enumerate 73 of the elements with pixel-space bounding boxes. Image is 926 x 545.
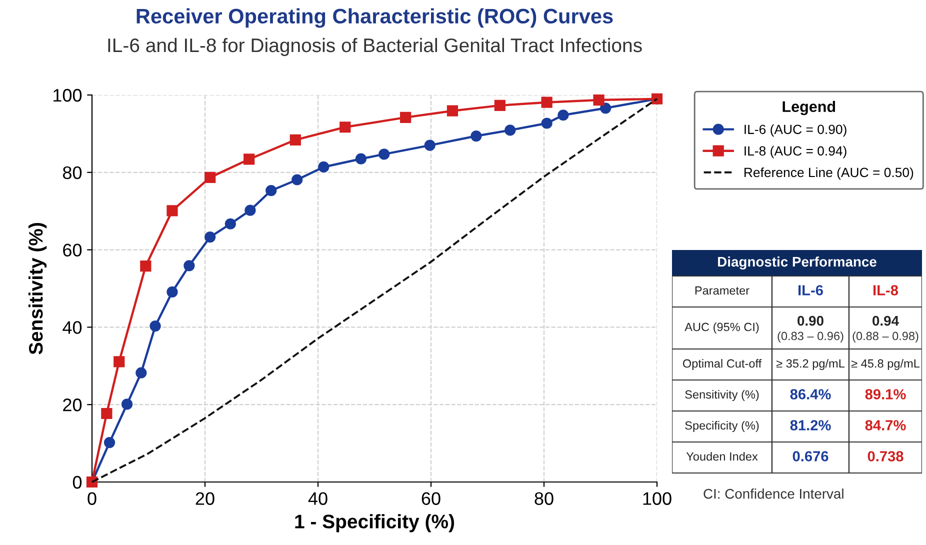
text: 81.2% (790, 420, 831, 430)
point (140, 260, 152, 272)
legend-label: IL-6 (AUC = 0.90) (744, 124, 846, 137)
y-tick-label: 60 (63, 244, 82, 257)
point (600, 102, 612, 114)
text: ≥ 35.2 pg/mL (776, 359, 845, 370)
legend-label: Reference Line (AUC = 0.50) (744, 167, 914, 180)
x-tick-label: 0 (88, 492, 96, 505)
legend-label: IL-8 (AUC = 0.94) (744, 146, 846, 158)
point (150, 320, 161, 332)
point (355, 153, 366, 164)
x-tick-label: 80 (534, 492, 554, 505)
point (244, 154, 255, 165)
y-tick-label: 20 (63, 398, 82, 412)
point (266, 185, 277, 196)
text: 0.676 (792, 451, 828, 462)
text: AUC (95% CI) (684, 322, 759, 334)
text: 0.94 (0.88 – 0.98) (852, 316, 918, 342)
x-tick-label: 40 (308, 492, 328, 505)
point (494, 100, 506, 112)
point (558, 110, 569, 121)
y-tick-label: 0 (72, 476, 82, 489)
point (470, 130, 482, 142)
point (318, 161, 330, 173)
chart-subtitle: IL-6 and IL-8 for Diagnosis of Bacterial Genital Tract Infections (108, 38, 642, 56)
text: CI: Confidence Interval (704, 488, 844, 499)
y-tick-label: 100 (54, 88, 82, 102)
y-tick-label: 40 (62, 321, 82, 334)
point (121, 398, 133, 410)
x-axis-title: 1 - Specificity (%) (295, 514, 454, 532)
point (204, 172, 216, 183)
point (204, 231, 216, 243)
point (593, 94, 604, 106)
point (244, 204, 256, 216)
text: IL-6 (798, 285, 823, 296)
point (114, 356, 125, 368)
point (166, 286, 178, 298)
y-tick-label: 80 (62, 166, 82, 180)
x-tick-label: 100 (643, 492, 672, 505)
point (290, 134, 301, 146)
point (224, 218, 236, 230)
point (136, 367, 147, 378)
y-axis-title: Sensitivity (%) (28, 223, 47, 354)
text: 89.1% (865, 389, 906, 400)
text: ≥ 45.8 pg/mL (851, 359, 920, 370)
legend-title: Legend (782, 100, 836, 116)
point (104, 436, 116, 448)
point (400, 112, 412, 123)
text: 84.7% (865, 420, 906, 430)
text: 0.90 (0.83 – 0.96) (778, 316, 844, 342)
text: Parameter (695, 286, 750, 295)
point (184, 260, 195, 272)
text: Optimal Cut-off (682, 359, 762, 370)
x-tick-label: 60 (422, 492, 440, 505)
text: Diagnostic Performance (718, 256, 876, 270)
point (541, 118, 552, 129)
point (101, 408, 112, 420)
text: Youden Index (686, 452, 758, 461)
text: Specificity (%) (685, 420, 759, 432)
point (424, 140, 436, 151)
text: 0.738 (868, 451, 904, 462)
point (446, 105, 458, 116)
point (166, 205, 178, 216)
point (378, 148, 390, 160)
chart-title: Receiver Operating Characteristic (ROC) Curves (136, 8, 613, 28)
text: 86.4% (790, 389, 831, 400)
text: Sensitivity (%) (685, 390, 759, 402)
point (340, 122, 351, 133)
point (504, 124, 516, 136)
point (541, 96, 552, 108)
point (292, 174, 303, 186)
text: IL-8 (874, 285, 898, 296)
x-tick-label: 20 (196, 492, 214, 505)
